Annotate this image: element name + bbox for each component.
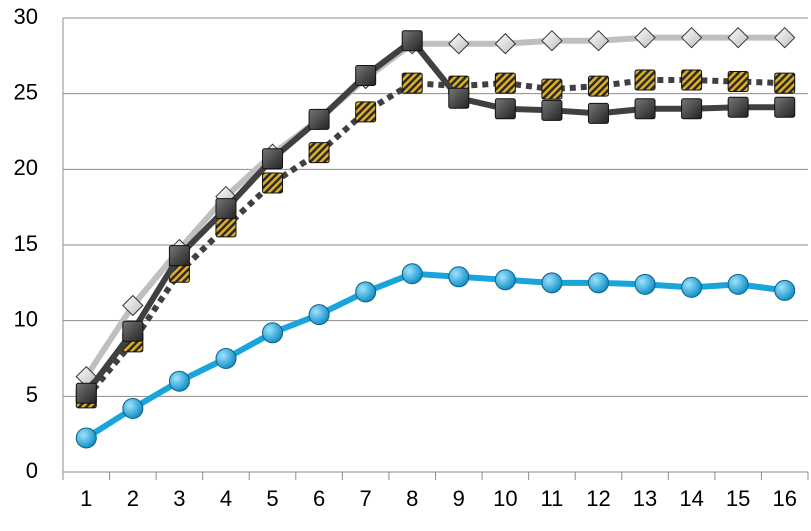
marker: [168, 245, 190, 267]
x-tick-label: 13: [633, 486, 657, 511]
marker: [680, 26, 703, 49]
marker: [727, 96, 749, 118]
marker: [727, 71, 749, 93]
y-tick-label: 20: [14, 155, 38, 180]
x-tick-label: 14: [679, 486, 703, 511]
series-line: [84, 270, 786, 441]
marker: [681, 276, 703, 298]
x-tick-label: 5: [266, 486, 278, 511]
x-tick-label: 15: [726, 486, 750, 511]
x-tick-label: 9: [453, 486, 465, 511]
marker: [774, 96, 796, 118]
marker: [308, 108, 330, 130]
x-tick-label: 8: [406, 486, 418, 511]
marker: [215, 198, 237, 220]
y-tick-label: 30: [14, 4, 38, 29]
marker: [262, 322, 284, 344]
y-tick-label: 5: [26, 382, 38, 407]
marker: [355, 281, 377, 303]
x-tick-label: 4: [220, 486, 232, 511]
marker: [541, 78, 563, 100]
marker: [587, 102, 609, 124]
y-tick-label: 25: [14, 79, 38, 104]
series-line: [83, 77, 785, 400]
marker: [634, 26, 656, 49]
marker: [541, 29, 563, 52]
marker: [774, 72, 796, 94]
series-line: [83, 37, 785, 396]
marker: [401, 72, 423, 94]
marker: [308, 142, 330, 164]
marker: [355, 101, 377, 123]
marker: [494, 269, 516, 291]
x-tick-label: 2: [127, 486, 139, 511]
marker: [727, 273, 749, 295]
marker: [122, 397, 144, 419]
marker: [355, 65, 377, 87]
y-tick-label: 10: [14, 306, 38, 331]
x-tick-label: 10: [493, 486, 517, 511]
x-tick-label: 1: [80, 486, 92, 511]
marker: [262, 148, 284, 170]
marker: [75, 382, 97, 404]
marker: [168, 370, 190, 392]
marker: [401, 30, 423, 52]
marker: [681, 98, 703, 120]
marker: [681, 69, 703, 91]
marker: [494, 98, 516, 120]
marker: [587, 75, 609, 97]
x-tick-label: 12: [586, 486, 610, 511]
marker: [448, 33, 470, 55]
x-tick-label: 16: [772, 486, 796, 511]
y-tick-label: 15: [14, 231, 38, 256]
marker: [634, 98, 656, 120]
x-tick-label: 7: [360, 486, 372, 511]
marker: [774, 279, 796, 301]
x-tick-label: 6: [313, 486, 325, 511]
marker: [541, 272, 563, 294]
marker: [75, 427, 97, 449]
marker: [634, 273, 656, 295]
series-line: [83, 34, 785, 379]
marker: [634, 69, 656, 91]
marker: [494, 72, 516, 94]
marker: [401, 263, 423, 285]
marker: [122, 320, 144, 342]
x-tick-label: 11: [540, 486, 563, 511]
marker: [262, 172, 284, 194]
marker: [587, 29, 610, 52]
marker: [727, 26, 749, 49]
marker: [448, 87, 470, 109]
x-tick-label: 3: [173, 486, 185, 511]
marker: [494, 33, 517, 55]
marker: [587, 272, 609, 294]
marker: [122, 294, 144, 317]
y-tick-label: 0: [26, 458, 38, 483]
marker: [448, 266, 470, 288]
marker: [774, 26, 796, 49]
marker: [541, 99, 563, 121]
marker: [215, 348, 237, 369]
marker: [308, 304, 330, 326]
